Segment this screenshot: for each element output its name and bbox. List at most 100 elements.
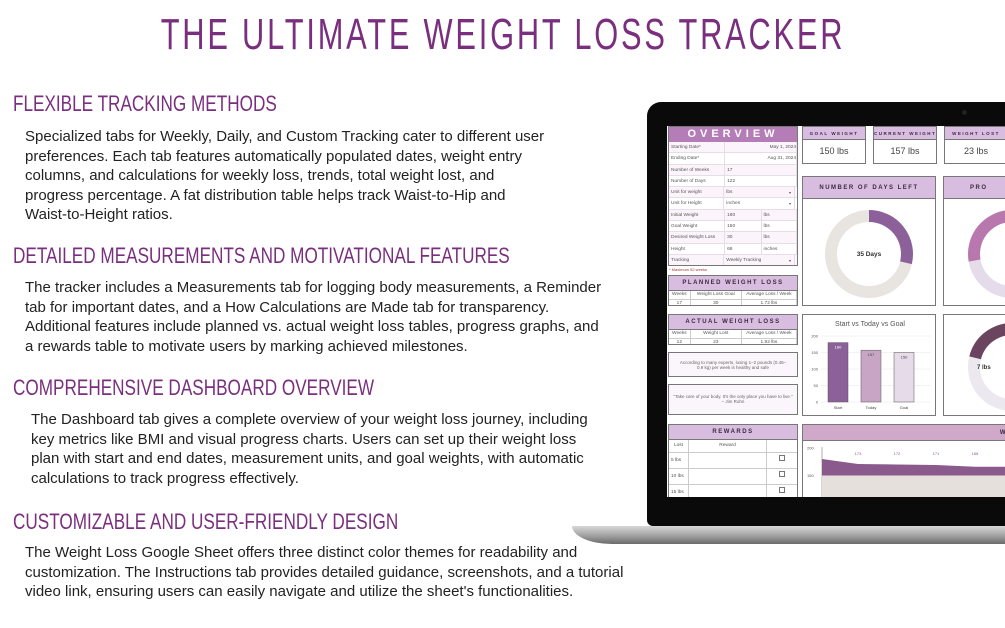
weight-trend-chart: 100150200173172171168: [807, 446, 1005, 497]
donut-arc: [968, 210, 1005, 262]
overview-label: Tracking: [669, 254, 725, 265]
table-cell: 23: [691, 339, 742, 344]
section-heading: COMPREHENSIVE DASHBOARD OVERVIEW: [13, 375, 375, 400]
donut-arc: [969, 323, 1005, 360]
laptop-base: [572, 526, 1005, 544]
section-paragraph: The Dashboard tab gives a complete overv…: [31, 410, 588, 488]
point-label: 171: [933, 451, 940, 456]
actual-title: ACTUAL WEIGHT LOSS: [669, 315, 797, 330]
paragraph-line: The tracker includes a Measurements tab …: [25, 279, 602, 296]
progress-title: PRO: [944, 177, 1005, 199]
reward-checkbox[interactable]: [779, 487, 785, 493]
y-tick-label: 150: [807, 473, 814, 478]
remaining-donut: 7 lbs: [968, 323, 1005, 411]
dropdown-arrow-icon[interactable]: ▾: [788, 257, 791, 263]
baseline-area: [822, 475, 1005, 497]
days-left-donut: 35 Days: [825, 210, 913, 298]
metric-value: 23 lbs: [963, 146, 989, 156]
overview-value[interactable]: inches: [724, 198, 795, 209]
overview-label: Ending Date*: [669, 153, 726, 164]
reward-checkbox[interactable]: [779, 471, 785, 477]
weight-trend-title: W: [803, 425, 1005, 441]
overview-value: lbs: [762, 221, 797, 232]
quote-note: "Take care of your body. It's the only p…: [668, 384, 798, 415]
x-tick-label: Start: [834, 405, 843, 410]
overview-value[interactable]: Weekly Tracking: [724, 254, 795, 265]
overview-value: 150: [725, 221, 762, 232]
rewards-header: Reward: [689, 440, 767, 452]
bar-value-label: 150: [901, 355, 908, 360]
donut-track: [968, 323, 1005, 411]
section-paragraph: Specialized tabs for Weekly, Daily, and …: [25, 127, 544, 225]
overview-label: Goal Weight: [669, 221, 726, 232]
table-cell: 12: [669, 339, 691, 344]
metric-value: 150 lbs: [819, 146, 849, 156]
dashboard-screen: OVERVIEW Starting Date* May 1, 2024 Ending…: [667, 126, 1005, 497]
paragraph-line: columns, and calculations for weekly los…: [25, 167, 495, 185]
overview-row: Number of Weeks 17: [669, 164, 797, 176]
rewards-header: Lost: [669, 440, 689, 452]
overview-value[interactable]: Aug 31, 2024: [725, 153, 797, 164]
reward-checkbox[interactable]: [779, 455, 785, 461]
y-tick-label: 0: [816, 400, 819, 405]
planned-weight-loss-panel: PLANNED WEIGHT LOSS Weeks Weight Loss Goa…: [668, 275, 798, 306]
x-tick-label: Today: [866, 405, 877, 410]
overview-value: 68: [725, 243, 762, 254]
paragraph-line: Specialized tabs for Weekly, Daily, and …: [25, 128, 545, 145]
overview-value: 17: [725, 164, 797, 175]
bar-today: [860, 349, 882, 403]
overview-title: OVERVIEW: [669, 127, 797, 142]
overview-label: Starting Date*: [669, 142, 726, 153]
overview-row: Height 68 inches: [669, 243, 797, 255]
x-tick-label: Goal: [900, 405, 909, 410]
section-paragraph: The tracker includes a Measurements tab …: [25, 278, 601, 356]
overview-row: Goal Weight 150 lbs: [669, 221, 797, 233]
advice-note: According to many experts, losing 1–2 po…: [668, 352, 798, 377]
overview-row: Unit for weight lbs ▾: [669, 187, 797, 199]
overview-row: Ending Date* Aug 31, 2024: [669, 153, 797, 165]
y-tick-label: 50: [814, 383, 819, 388]
page-title: THE ULTIMATE WEIGHT LOSS TRACKER: [160, 10, 845, 59]
metric-card: CURRENT WEIGHT 157 lbs: [873, 126, 937, 164]
reward-input[interactable]: [689, 453, 767, 468]
metric-label: WEIGHT LOST: [945, 127, 1005, 140]
y-tick-label: 200: [811, 334, 818, 339]
section-heading: CUSTOMIZABLE AND USER-FRIENDLY DESIGN: [13, 509, 399, 534]
table-cell: 1.92 lbs: [742, 339, 797, 344]
overview-row: Number of Days 122: [669, 175, 797, 188]
weight-trend-panel: W 100150200173172171168: [802, 424, 1005, 497]
table-cell: Weight Loss Goal: [691, 291, 742, 299]
reward-input[interactable]: [689, 469, 767, 484]
overview-label: Unit for weight: [669, 187, 725, 198]
overview-row: Unit for Height inches ▾: [669, 198, 797, 210]
chart-title: Start vs Today vs Goal: [835, 321, 905, 328]
dropdown-arrow-icon[interactable]: ▾: [788, 190, 791, 196]
days-left-label: 35 Days: [857, 251, 882, 258]
overview-value[interactable]: May 1, 2024: [725, 142, 797, 153]
donut-arc: [868, 210, 913, 265]
dropdown-arrow-icon[interactable]: ▾: [788, 201, 791, 207]
table-cell: Average Loss / Week: [742, 291, 797, 299]
paragraph-line: a rewards table to motivate users by mar…: [25, 337, 468, 355]
paragraph-line: The Weight Loss Google Sheet offers thre…: [25, 544, 578, 561]
overview-value: 180: [725, 209, 762, 221]
max-weeks-note: * Maximum 52 weeks: [669, 267, 708, 272]
overview-label: Height: [669, 243, 726, 254]
reward-lost: 5 lbs: [669, 453, 689, 468]
metric-value: 157 lbs: [890, 146, 920, 156]
overview-row: Starting Date* May 1, 2024: [669, 142, 797, 154]
overview-row: Initial Weight 180 lbs: [669, 209, 797, 222]
bar-value-label: 157: [868, 352, 875, 357]
reward-input[interactable]: [689, 485, 767, 497]
metric-card: GOAL WEIGHT 150 lbs: [802, 126, 866, 164]
days-left-title: NUMBER OF DAYS LEFT: [803, 177, 935, 199]
paragraph-line: preferences. Each tab features automatic…: [25, 147, 522, 165]
paragraph-line: Additional features include planned vs. …: [25, 318, 599, 336]
progress-panel: PRO: [943, 176, 1005, 306]
table-cell: Average Loss / Week: [742, 330, 797, 338]
overview-panel: OVERVIEW Starting Date* May 1, 2024 Ending…: [668, 126, 798, 266]
metric-label: GOAL WEIGHT: [803, 127, 865, 140]
overview-value[interactable]: lbs: [724, 187, 795, 198]
start-today-goal-chart: Start vs Today vs Goal 0 50 100 150 200 180 Sta…: [811, 321, 931, 410]
paragraph-line: progress percentage. A fat distribution …: [25, 186, 506, 204]
